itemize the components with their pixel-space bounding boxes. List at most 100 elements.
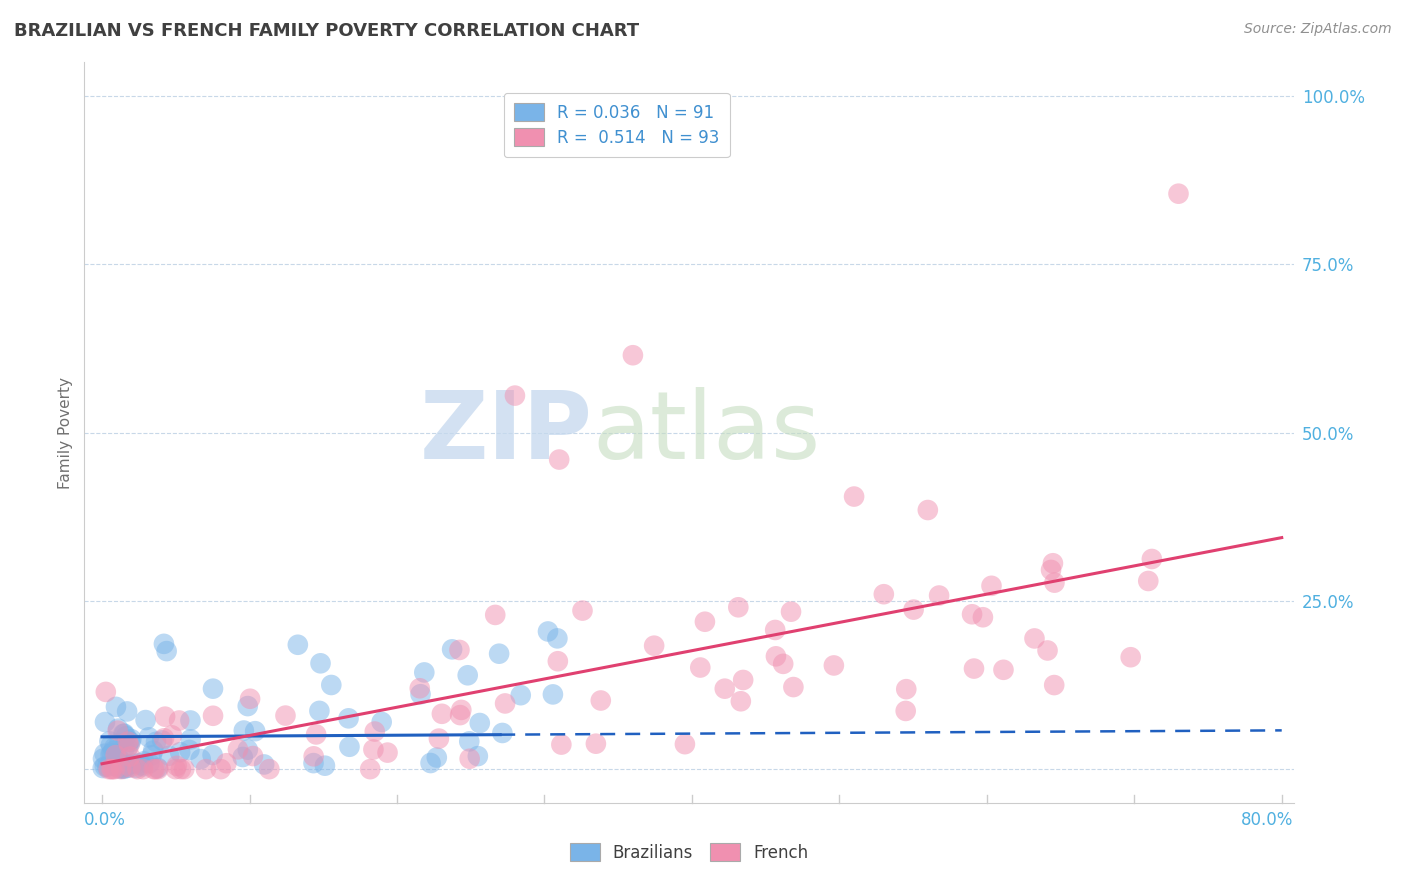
Point xyxy=(100,747,122,761)
Text: ZIP: ZIP xyxy=(419,386,592,479)
Point xyxy=(117,761,139,775)
Point xyxy=(413,665,436,680)
Point xyxy=(132,755,155,769)
Point xyxy=(960,607,983,622)
Text: 80.0%: 80.0% xyxy=(1241,811,1294,829)
Point xyxy=(713,681,735,696)
Point xyxy=(917,503,939,517)
Point xyxy=(589,693,612,707)
Point xyxy=(145,735,167,749)
Point xyxy=(253,757,276,772)
Point xyxy=(337,711,360,725)
Point xyxy=(128,756,150,771)
Point xyxy=(873,587,896,601)
Point xyxy=(503,389,526,403)
Point xyxy=(547,654,569,668)
Point xyxy=(467,749,489,764)
Point xyxy=(763,623,786,637)
Point xyxy=(179,743,201,757)
Point xyxy=(571,604,593,618)
Text: atlas: atlas xyxy=(592,386,821,479)
Point xyxy=(370,714,392,729)
Point xyxy=(97,762,120,776)
Point xyxy=(236,742,259,756)
Point xyxy=(96,760,118,774)
Point xyxy=(112,727,135,741)
Point xyxy=(359,762,381,776)
Text: BRAZILIAN VS FRENCH FAMILY POVERTY CORRELATION CHART: BRAZILIAN VS FRENCH FAMILY POVERTY CORRE… xyxy=(14,22,640,40)
Point xyxy=(110,762,132,776)
Point xyxy=(148,762,170,776)
Point xyxy=(548,452,571,467)
Point xyxy=(94,685,117,699)
Point xyxy=(131,758,153,772)
Point xyxy=(458,752,481,766)
Point xyxy=(135,713,157,727)
Point xyxy=(138,731,160,745)
Y-axis label: Family Poverty: Family Poverty xyxy=(58,376,73,489)
Point xyxy=(842,490,865,504)
Point xyxy=(972,610,994,624)
Point xyxy=(243,724,266,739)
Point xyxy=(132,759,155,773)
Point xyxy=(541,687,564,701)
Point xyxy=(457,668,479,682)
Point xyxy=(103,744,125,758)
Point xyxy=(772,657,794,671)
Point xyxy=(170,762,193,776)
Point xyxy=(209,762,232,776)
Point xyxy=(202,708,225,723)
Point xyxy=(108,753,131,767)
Point xyxy=(153,709,176,723)
Point xyxy=(928,589,950,603)
Point xyxy=(111,761,134,775)
Point xyxy=(546,632,568,646)
Point xyxy=(194,762,217,776)
Point xyxy=(94,714,117,729)
Point xyxy=(305,727,328,741)
Point xyxy=(1167,186,1189,201)
Point xyxy=(449,643,471,657)
Point xyxy=(115,759,138,773)
Point xyxy=(167,714,190,728)
Point xyxy=(427,731,450,746)
Point xyxy=(426,750,449,764)
Point xyxy=(169,745,191,759)
Point xyxy=(114,740,136,755)
Point xyxy=(108,752,131,766)
Point xyxy=(509,688,531,702)
Point xyxy=(117,734,139,748)
Point xyxy=(118,757,141,772)
Point xyxy=(409,687,432,701)
Point xyxy=(1137,574,1160,588)
Point xyxy=(1043,678,1066,692)
Point xyxy=(104,699,127,714)
Point xyxy=(91,752,114,766)
Point xyxy=(107,723,129,738)
Point xyxy=(100,747,122,762)
Point xyxy=(114,757,136,772)
Point xyxy=(689,660,711,674)
Point xyxy=(101,762,124,776)
Point xyxy=(115,729,138,743)
Point xyxy=(780,605,803,619)
Point xyxy=(1040,563,1063,577)
Point xyxy=(302,749,325,764)
Point xyxy=(118,739,141,753)
Point xyxy=(145,762,167,776)
Text: Source: ZipAtlas.com: Source: ZipAtlas.com xyxy=(1244,22,1392,37)
Point xyxy=(727,600,749,615)
Point xyxy=(903,602,925,616)
Point xyxy=(894,704,917,718)
Point xyxy=(120,732,142,747)
Point xyxy=(120,749,142,764)
Point xyxy=(201,681,224,696)
Point xyxy=(621,348,644,362)
Point xyxy=(232,750,254,764)
Point xyxy=(153,637,176,651)
Point xyxy=(190,752,212,766)
Point xyxy=(93,747,115,761)
Point xyxy=(643,639,665,653)
Point xyxy=(108,736,131,750)
Point xyxy=(100,762,122,776)
